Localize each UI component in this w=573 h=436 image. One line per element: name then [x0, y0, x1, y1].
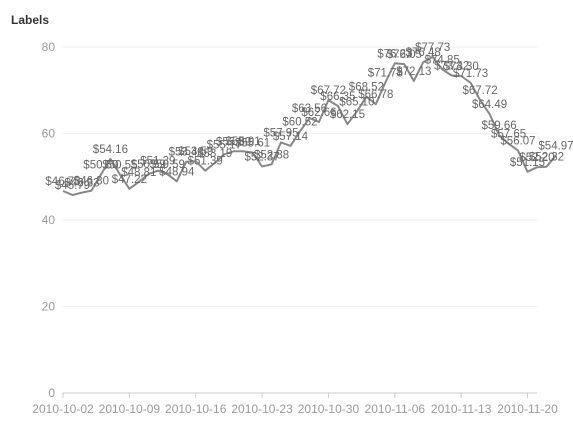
- data-label: $51.39: [140, 156, 175, 168]
- data-label: $73.30: [444, 61, 479, 73]
- data-label: $68.52: [349, 82, 384, 94]
- data-label: $51.39: [188, 156, 223, 168]
- data-label: $62.15: [330, 109, 365, 121]
- data-label: $45.79: [55, 180, 90, 192]
- data-label: $48.94: [159, 166, 195, 178]
- data-label: $53.48: [169, 147, 204, 159]
- data-label: $55.17: [207, 139, 242, 151]
- x-tick-label: 2010-10-23: [231, 402, 293, 416]
- axes: 0 20 40 60 80 2010-10-02 2010-10-09 2010-10-16 2…: [32, 40, 558, 416]
- data-label: $53.19: [197, 148, 232, 160]
- data-label: $71.73: [453, 68, 488, 80]
- data-label: $54.97: [538, 140, 573, 152]
- y-tick-label: 60: [42, 127, 56, 141]
- data-label: $50.59: [131, 159, 166, 171]
- chart-title: Labels: [11, 13, 49, 27]
- x-tick-label: 2010-11-20: [497, 402, 558, 416]
- data-label: $57.14: [273, 131, 309, 143]
- data-label: $50.50: [83, 160, 118, 172]
- data-label: $76.23: [377, 48, 412, 60]
- data-label: $65.10: [339, 96, 374, 108]
- data-label: $50.55: [102, 159, 137, 171]
- data-label: $54.16: [93, 144, 128, 156]
- series: [62, 55, 557, 196]
- y-tick-label: 20: [42, 300, 56, 314]
- data-label: $59.66: [482, 120, 517, 132]
- data-label: $51.15: [510, 157, 545, 169]
- data-label: $52.37: [245, 152, 280, 164]
- grid-lines: [63, 46, 537, 307]
- x-tick-label: 2010-11-06: [365, 402, 426, 416]
- data-label: $55.89: [216, 136, 251, 148]
- data-label: $71.78: [368, 68, 403, 80]
- data-label: $52.20: [519, 152, 554, 164]
- data-label: $76.48: [406, 47, 441, 59]
- data-label: $64.49: [472, 99, 507, 111]
- data-label: $56.07: [500, 136, 535, 148]
- data-label: $52.88: [254, 149, 289, 161]
- data-labels: $46.73$45.79$46.33$46.80$50.50$54.16$50.…: [45, 42, 573, 192]
- data-label: $67.72: [311, 85, 346, 97]
- data-label: $50.59: [150, 159, 185, 171]
- data-label: $74.85: [425, 54, 460, 66]
- y-tick-label: 0: [48, 386, 55, 400]
- series-line: [62, 55, 557, 196]
- x-tick-label: 2010-10-30: [298, 402, 360, 416]
- data-label: $76.05: [387, 49, 422, 61]
- y-tick-label: 40: [42, 213, 56, 227]
- x-tick-label: 2010-10-09: [99, 402, 161, 416]
- data-label: $55.61: [235, 138, 270, 150]
- x-tick-label: 2010-10-02: [32, 402, 94, 416]
- data-label: $77.73: [415, 42, 450, 54]
- data-label: $53.59: [178, 146, 213, 158]
- data-label: $66.35: [320, 91, 355, 103]
- data-label: $66.78: [358, 89, 393, 101]
- data-label: $67.72: [463, 85, 498, 97]
- data-label: $55.91: [226, 136, 261, 148]
- data-label: $46.33: [64, 178, 99, 190]
- data-label: $57.95: [263, 127, 298, 139]
- x-tick-label: 2010-10-16: [165, 402, 227, 416]
- data-label: $52.32: [529, 152, 564, 164]
- data-label: $72.13: [396, 66, 431, 78]
- data-label: $48.81: [121, 167, 156, 179]
- data-label: $63.56: [292, 103, 327, 115]
- data-label: $60.52: [282, 116, 317, 128]
- data-label: $46.80: [74, 176, 109, 188]
- y-tick-label: 80: [42, 40, 56, 54]
- data-label: $47.22: [112, 174, 147, 186]
- data-label: $62.66: [301, 107, 336, 119]
- data-label: $46.73: [45, 176, 80, 188]
- data-label: $57.65: [491, 129, 526, 141]
- data-label: $73.42: [434, 61, 469, 73]
- x-tick-label: 2010-11-13: [431, 402, 492, 416]
